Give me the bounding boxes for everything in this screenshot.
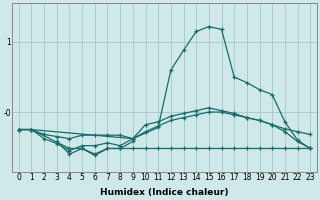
X-axis label: Humidex (Indice chaleur): Humidex (Indice chaleur) bbox=[100, 188, 229, 197]
